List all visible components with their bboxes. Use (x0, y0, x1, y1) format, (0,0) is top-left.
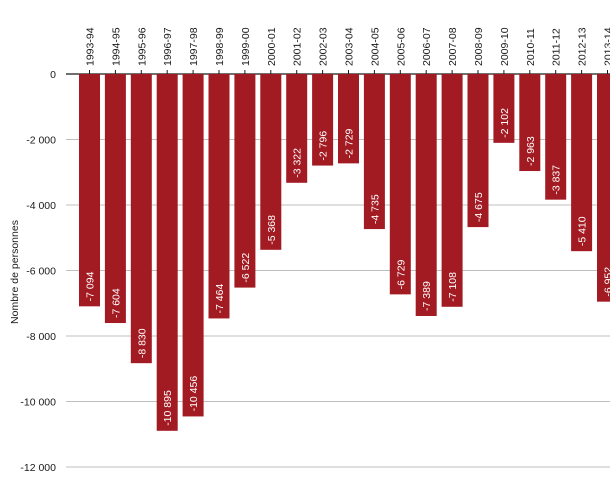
bar (338, 74, 359, 164)
x-category-label: 2010-11 (525, 28, 537, 66)
bar (519, 74, 541, 172)
bar (156, 74, 178, 431)
bar-value-label: -10 895 (162, 390, 174, 426)
x-category-label: 2006-07 (421, 27, 433, 66)
x-category-label: 2007-08 (447, 27, 459, 66)
bar-value-label: -2 102 (499, 108, 511, 138)
y-tick-label: -8 000 (26, 331, 56, 343)
bar (415, 74, 437, 316)
bar (597, 74, 610, 302)
bar-value-label: -7 464 (214, 284, 226, 314)
bar-value-label: -4 735 (369, 194, 381, 224)
x-category-label: 1999-00 (240, 27, 252, 66)
bar-value-label: -8 830 (136, 328, 148, 358)
bar-value-label: -6 522 (240, 253, 252, 283)
bar (545, 74, 567, 200)
y-axis-ticks: 0 -2 000 -4 000 -6 000 -8 000 -10 000 -12 000 (20, 69, 56, 474)
y-axis-title: Nombre de personnes (9, 220, 21, 324)
bar (389, 74, 411, 295)
bar-value-labels: -7 094 -7 604 -8 830 -10 895 -10 456 -7 464 -6… (85, 108, 610, 426)
bar (182, 74, 204, 417)
bar-value-label: -7 108 (447, 272, 459, 302)
x-category-label: 2012-13 (577, 27, 589, 66)
x-category-label: 2001-02 (292, 27, 304, 66)
bar (234, 74, 256, 288)
x-category-label: 1998-99 (214, 27, 226, 66)
y-tick-label: -2 000 (26, 135, 56, 147)
x-category-label: 2008-09 (473, 27, 485, 66)
x-category-label: 2009-10 (499, 27, 511, 66)
x-category-label: 2003-04 (344, 27, 356, 66)
bar-value-label: -4 675 (473, 192, 485, 222)
bar-value-label: -5 368 (266, 215, 278, 245)
y-tick-label: -12 000 (20, 462, 56, 474)
x-axis-categories: 1993-94 1994-95 1995-96 1996-97 1997-98 1998-… (85, 27, 610, 74)
bar-value-label: -5 410 (577, 216, 589, 246)
bar-value-label: -3 837 (551, 165, 563, 195)
bar (130, 74, 152, 364)
bar-value-label: -3 322 (292, 148, 304, 178)
bar (467, 74, 489, 228)
x-category-label: 2002-03 (318, 27, 330, 66)
x-category-label: 2011-12 (551, 28, 563, 66)
x-category-label: 1997-98 (188, 27, 200, 66)
bar (493, 74, 515, 143)
bar (571, 74, 593, 252)
bar (363, 74, 385, 230)
bar-value-label: -10 456 (188, 376, 200, 412)
bar-value-label: -6 952 (603, 267, 610, 297)
bars (79, 74, 610, 431)
bar (104, 74, 126, 324)
bar (286, 74, 308, 183)
bar-value-label: -6 729 (395, 259, 407, 289)
bar-value-label: -7 094 (85, 271, 97, 301)
x-category-label: 2004-05 (369, 27, 381, 66)
bar (441, 74, 463, 307)
bar (312, 74, 334, 166)
bar-value-label: -2 796 (318, 131, 330, 161)
y-tick-label: 0 (50, 69, 56, 81)
bar (208, 74, 230, 319)
bar-value-label: -2 729 (344, 128, 356, 158)
x-category-label: 2013-14 (603, 27, 610, 66)
x-category-label: 2000-01 (266, 27, 278, 66)
y-tick-label: -4 000 (26, 200, 56, 212)
x-category-label: 1994-95 (110, 27, 122, 66)
y-tick-label: -6 000 (26, 266, 56, 278)
x-category-label: 2005-06 (395, 27, 407, 66)
bar-value-label: -2 963 (525, 136, 537, 166)
y-tick-label: -10 000 (20, 397, 56, 409)
bar (79, 74, 100, 307)
x-category-label: 1995-96 (136, 27, 148, 66)
x-category-label: 1993-94 (85, 27, 97, 66)
bar (260, 74, 282, 250)
bar-value-label: -7 389 (421, 281, 433, 311)
bar-value-label: -7 604 (110, 288, 122, 318)
x-category-label: 1996-97 (162, 27, 174, 66)
